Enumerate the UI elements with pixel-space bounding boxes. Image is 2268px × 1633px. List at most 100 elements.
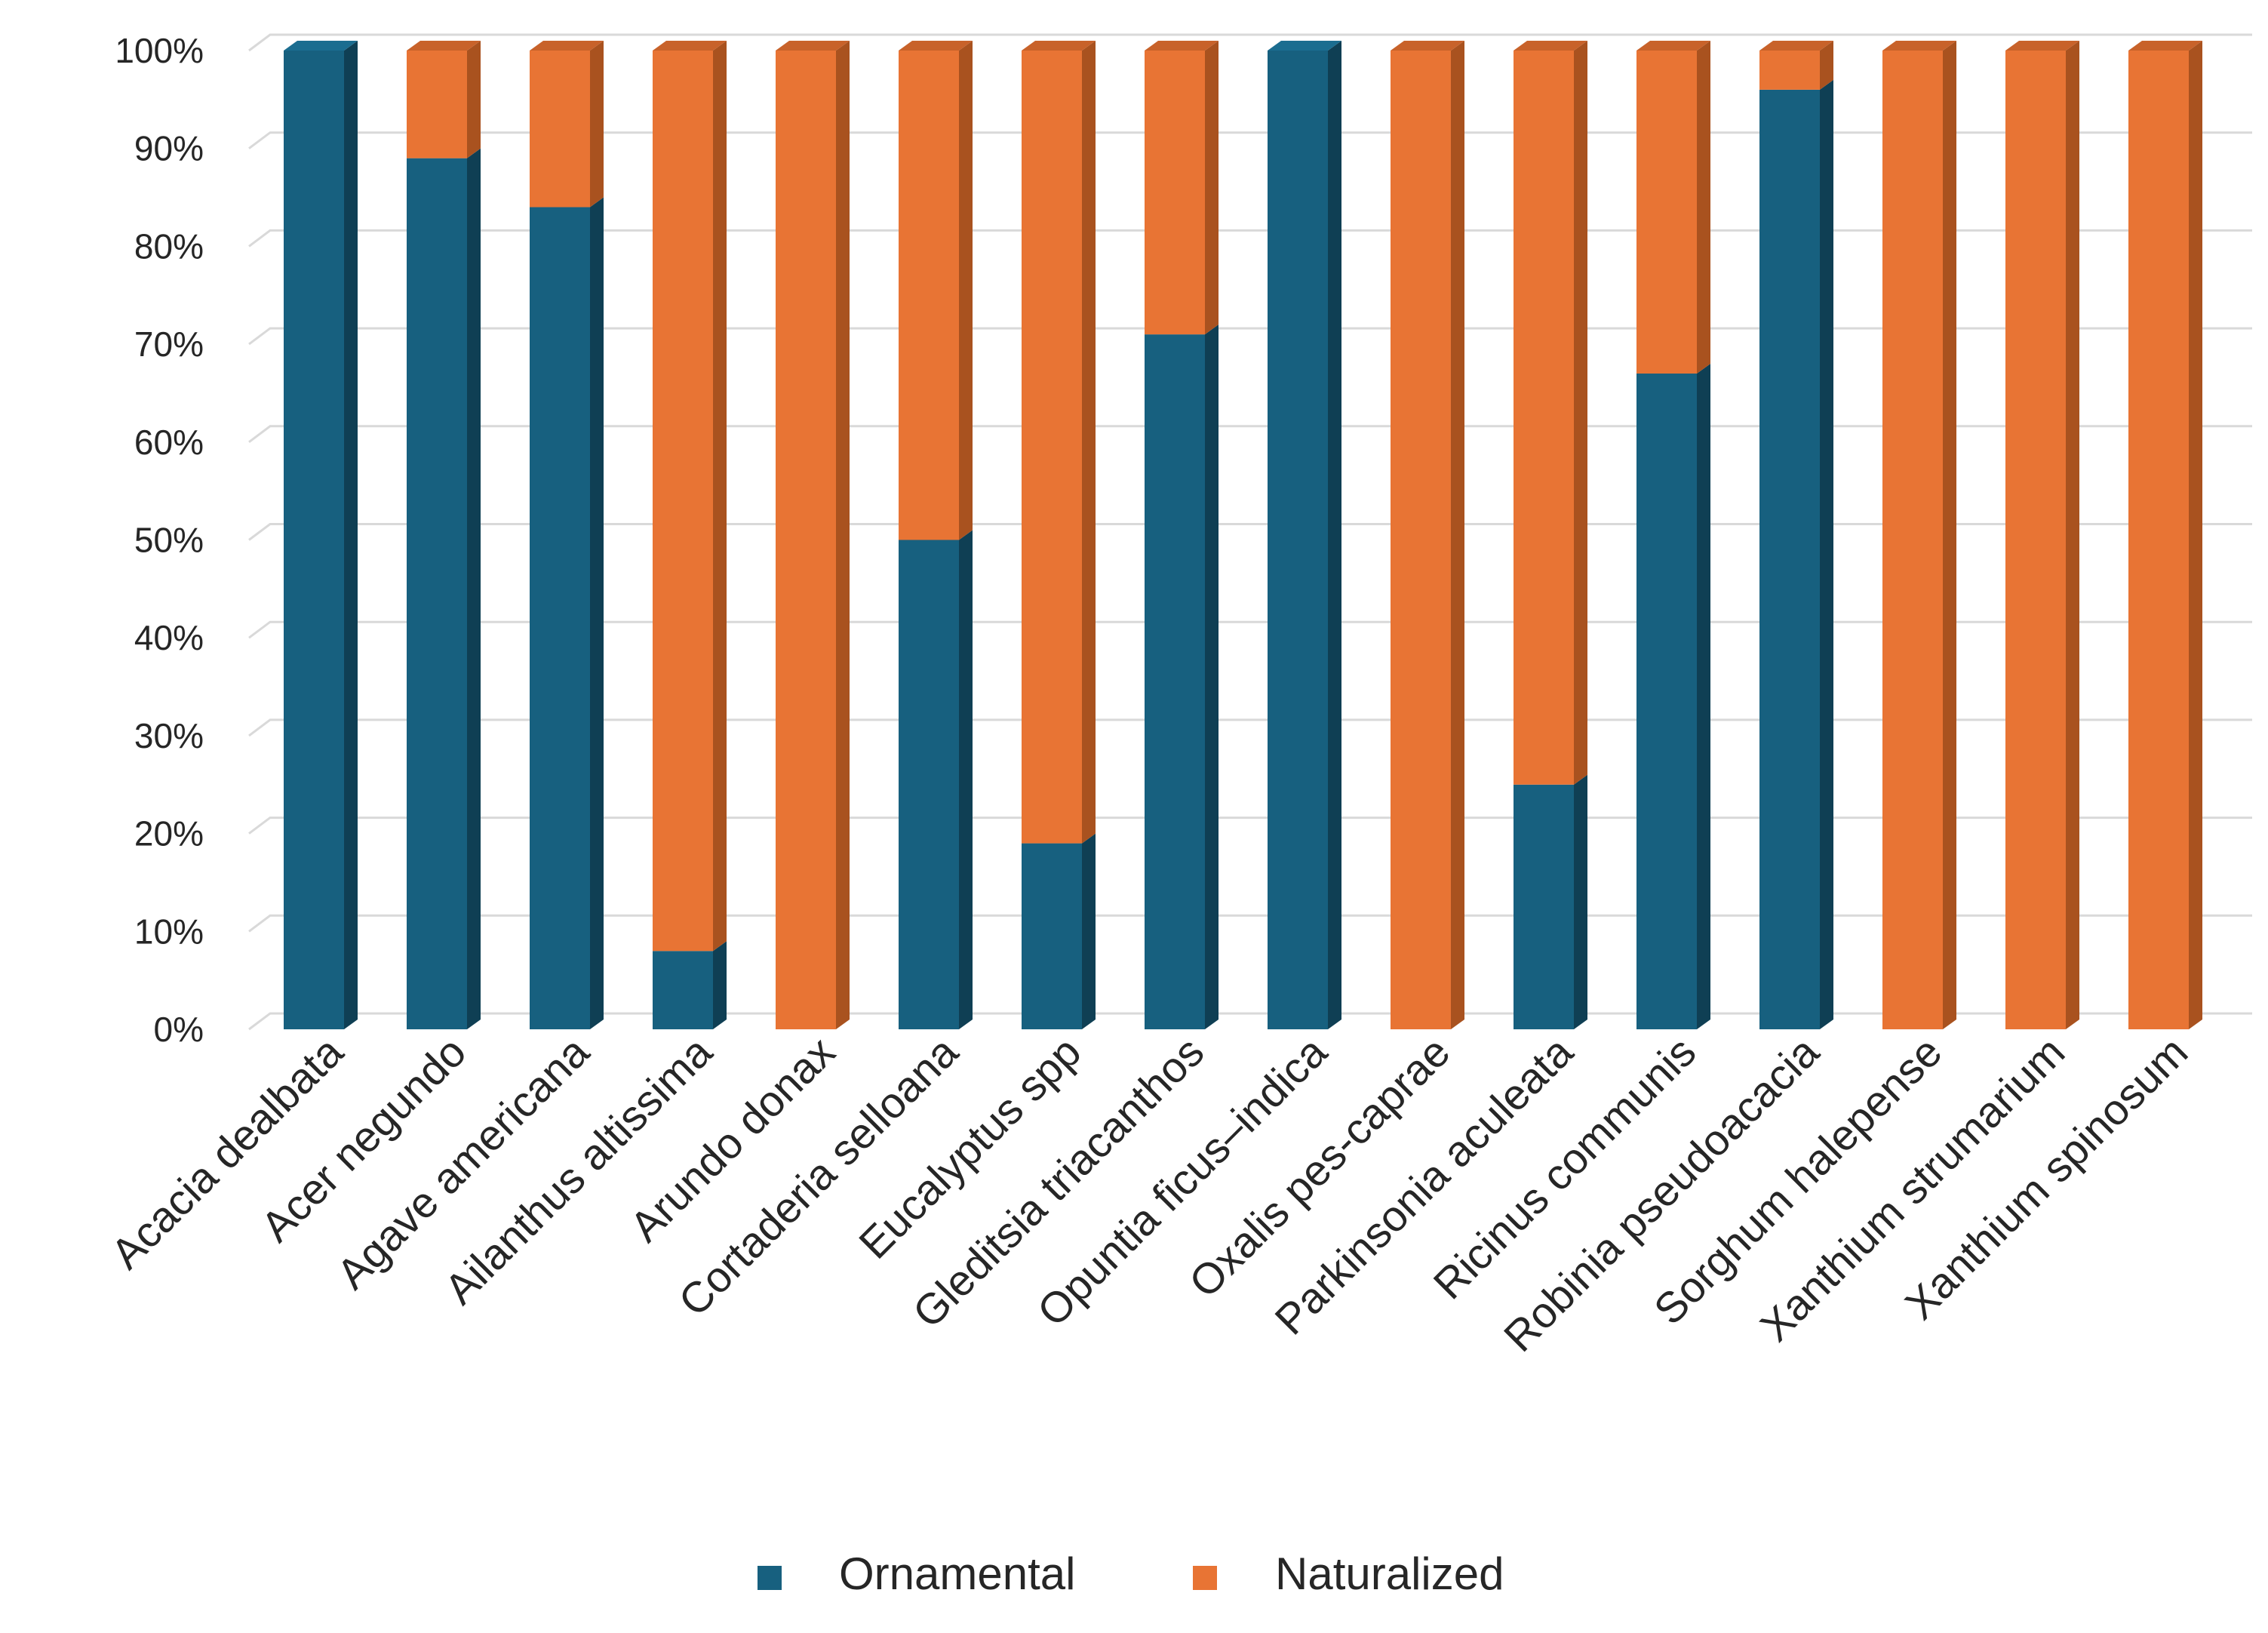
bar-top-naturalized: [1882, 41, 1956, 51]
bar-side-naturalized: [467, 41, 481, 158]
bar-side-ornamental: [590, 197, 604, 1029]
y-tick-label: 80%: [134, 226, 204, 266]
y-tick-label: 100%: [115, 31, 204, 70]
bar-group: [1514, 41, 1587, 1029]
bar-side-ornamental: [1574, 774, 1587, 1029]
bar-segment-ornamental: [899, 540, 959, 1029]
bar-top-naturalized: [899, 41, 973, 51]
bar-group: [2128, 41, 2202, 1029]
bar-segment-ornamental: [407, 158, 467, 1029]
y-tick-label: 90%: [134, 129, 204, 168]
bar-side-naturalized: [1205, 41, 1219, 335]
bar-side-naturalized: [1820, 41, 1833, 90]
y-tick-label: 40%: [134, 618, 204, 657]
bar-segment-naturalized: [653, 51, 713, 952]
y-tick-label: 30%: [134, 716, 204, 755]
bar-segment-ornamental: [530, 207, 590, 1029]
gridline: [248, 131, 2252, 149]
bar-top-naturalized: [1022, 41, 1096, 51]
bar-side-ornamental: [467, 148, 481, 1029]
legend-label-naturalized: Naturalized: [1275, 1548, 1504, 1599]
x-tick-label: Acacia dealbata: [102, 1028, 352, 1278]
y-tick-label: 50%: [134, 521, 204, 560]
bar-segment-naturalized: [1882, 51, 1943, 1029]
bar-segment-naturalized: [776, 51, 836, 1029]
bar-side-ornamental: [959, 530, 973, 1029]
bar-segment-ornamental: [1268, 51, 1328, 1029]
bar-top-naturalized: [2005, 41, 2079, 51]
gridline: [248, 229, 2252, 248]
bar-segment-ornamental: [1514, 784, 1574, 1029]
bar-segment-naturalized: [407, 51, 467, 158]
legend-label-ornamental: Ornamental: [839, 1548, 1075, 1599]
bar-top-naturalized: [776, 41, 850, 51]
bar-side-ornamental: [1082, 833, 1096, 1029]
bar-group: [1759, 41, 1833, 1029]
bars: [284, 41, 2202, 1029]
bar-group: [530, 41, 604, 1029]
bar-top-naturalized: [653, 41, 727, 51]
bar-top-naturalized: [2128, 41, 2202, 51]
bar-top-naturalized: [1514, 41, 1587, 51]
bar-side-naturalized: [1574, 41, 1587, 785]
bar-segment-naturalized: [1636, 51, 1697, 374]
bar-group: [1391, 41, 1464, 1029]
gridline: [248, 914, 2252, 933]
bar-top-naturalized: [1636, 41, 1710, 51]
bar-top-naturalized: [530, 41, 604, 51]
gridline: [248, 620, 2252, 639]
bar-top-naturalized: [1391, 41, 1464, 51]
bar-group: [899, 41, 973, 1029]
bar-side-naturalized: [1697, 41, 1710, 374]
gridline: [248, 425, 2252, 443]
bar-group: [1268, 41, 1341, 1029]
legend: Ornamental Naturalized: [758, 1548, 1504, 1599]
bar-side-naturalized: [713, 41, 727, 952]
bar-segment-ornamental: [653, 951, 713, 1029]
gridline: [248, 816, 2252, 835]
bar-group: [2005, 41, 2079, 1029]
bar-segment-naturalized: [1759, 51, 1820, 90]
bar-top-ornamental: [284, 41, 358, 51]
gridline: [248, 327, 2252, 346]
bar-side-ornamental: [1205, 324, 1219, 1029]
x-tick-label: Eucalyptus spp: [850, 1028, 1091, 1269]
bar-segment-naturalized: [1145, 51, 1205, 335]
bar-group: [1882, 41, 1956, 1029]
bar-group: [1145, 41, 1219, 1029]
bar-group: [776, 41, 850, 1029]
bar-group: [284, 41, 358, 1029]
bar-side-ornamental: [1697, 364, 1710, 1029]
bar-side-ornamental: [713, 941, 727, 1029]
bar-side-naturalized: [2189, 41, 2202, 1029]
gridline: [248, 1012, 2252, 1031]
bar-side-naturalized: [836, 41, 850, 1029]
bar-side-ornamental: [344, 41, 358, 1029]
bar-group: [1022, 41, 1096, 1029]
gridlines: [248, 33, 2252, 1031]
bar-segment-naturalized: [530, 51, 590, 208]
bar-segment-naturalized: [2128, 51, 2189, 1029]
bar-segment-ornamental: [1759, 89, 1820, 1029]
y-tick-label: 70%: [134, 324, 204, 364]
bar-segment-naturalized: [899, 51, 959, 540]
bar-top-naturalized: [407, 41, 481, 51]
bar-side-naturalized: [1943, 41, 1956, 1029]
bar-segment-naturalized: [1391, 51, 1451, 1029]
gridline: [248, 718, 2252, 737]
bar-side-ornamental: [1328, 41, 1341, 1029]
bar-segment-ornamental: [1022, 843, 1082, 1029]
y-tick-label: 60%: [134, 423, 204, 462]
bar-segment-ornamental: [284, 51, 344, 1029]
bar-segment-naturalized: [1514, 51, 1574, 785]
bar-group: [1636, 41, 1710, 1029]
bar-top-ornamental: [1268, 41, 1341, 51]
y-tick-label: 10%: [134, 912, 204, 951]
bar-segment-ornamental: [1636, 374, 1697, 1029]
y-tick-label: 20%: [134, 814, 204, 853]
gridline: [248, 33, 2252, 52]
legend-swatch-ornamental: [758, 1566, 782, 1590]
